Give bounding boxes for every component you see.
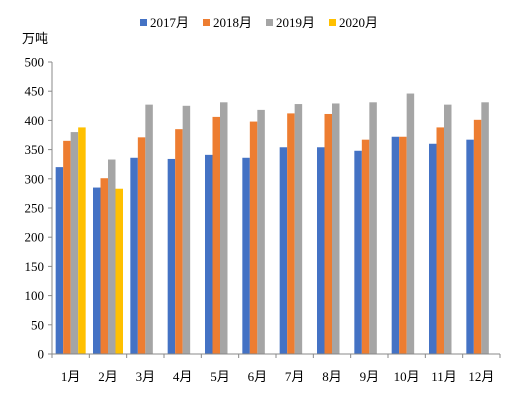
legend-label: 2017月 [150,15,189,30]
y-tick-label: 300 [25,171,45,186]
legend-swatch [203,19,210,26]
x-tick-label: 9月 [360,369,380,384]
bar-2019月-12月 [481,102,489,355]
bar-2018月-12月 [473,119,482,354]
y-tick-label: 0 [38,347,45,362]
legend-swatch [266,19,273,26]
bar-2019月-6月 [257,109,265,354]
bar-2017月-12月 [466,139,474,354]
bar-2018月-7月 [287,113,295,354]
bar-2018月-5月 [212,116,220,354]
bar-2019月-4月 [182,105,191,354]
y-tick-label: 150 [25,259,45,274]
y-tick-label: 450 [25,84,45,99]
x-tick-label: 7月 [285,369,305,384]
bar-2017月-8月 [317,147,325,354]
legend-swatch [140,19,147,26]
bar-2019月-11月 [444,104,452,354]
bar-2019月-2月 [108,159,116,354]
bar-2017月-6月 [242,157,250,354]
bar-2018月-1月 [63,140,71,354]
x-tick-label: 6月 [248,369,268,384]
bar-2018月-10月 [399,136,407,354]
bar-2018月-2月 [100,178,108,354]
y-tick-label: 350 [25,142,45,157]
x-tick-label: 2月 [98,369,118,384]
y-tick-label: 200 [25,230,45,245]
bar-2017月-4月 [167,158,176,354]
bar-2017月-7月 [279,147,288,354]
y-tick-label: 400 [25,113,45,128]
bar-2018月-4月 [175,129,183,354]
bars [55,93,489,355]
y-axis: 0 50 100 150 200 250 300 350 400 450 500 [25,55,53,362]
legend-label: 2018月 [213,15,252,30]
bar-2017月-10月 [391,136,400,354]
bar-2019月-9月 [369,102,377,355]
bar-2019月-3月 [145,104,153,354]
y-axis-unit: 万吨 [22,32,48,47]
y-tick-label: 500 [25,55,45,70]
bar-2017月-9月 [354,150,362,354]
bar-2018月-6月 [249,121,258,355]
x-tick-label: 4月 [173,369,193,384]
bar-2019月-1月 [70,132,79,354]
x-tick-label: 10月 [394,369,420,384]
bar-2019月-10月 [406,93,415,354]
x-tick-label: 5月 [210,369,230,384]
bar-2019月-8月 [332,103,340,355]
x-tick-label: 11月 [431,369,457,384]
bar-2018月-3月 [137,137,146,354]
x-tick-label: 1月 [61,369,81,384]
bar-2018月-9月 [361,139,370,354]
bar-2020月-2月 [115,188,123,354]
bar-2020月-1月 [78,127,86,355]
bar-2017月-11月 [429,143,437,354]
bar-2019月-5月 [220,102,228,355]
bar-2017月-2月 [93,187,101,354]
bar-2017月-1月 [55,167,64,354]
bar-2017月-5月 [205,154,213,354]
y-tick-label: 250 [25,201,45,216]
x-tick-label: 3月 [136,369,156,384]
bar-2019月-7月 [294,104,303,354]
bar-2017月-3月 [130,157,138,354]
legend: 2017月 2018月 2019月 2020月 [140,15,378,30]
x-axis: 1月 2月 3月 4月 5月 6月 7月 8月 9月 10月 11月 12月 [51,353,501,384]
x-tick-label: 8月 [322,369,342,384]
legend-label: 2020月 [339,15,378,30]
y-tick-label: 50 [31,317,44,332]
bar-2018月-11月 [436,127,444,355]
legend-label: 2019月 [276,15,315,30]
y-tick-label: 100 [25,288,45,303]
legend-swatch [329,19,336,26]
x-tick-label: 12月 [468,369,494,384]
bar-2018月-8月 [324,113,332,354]
